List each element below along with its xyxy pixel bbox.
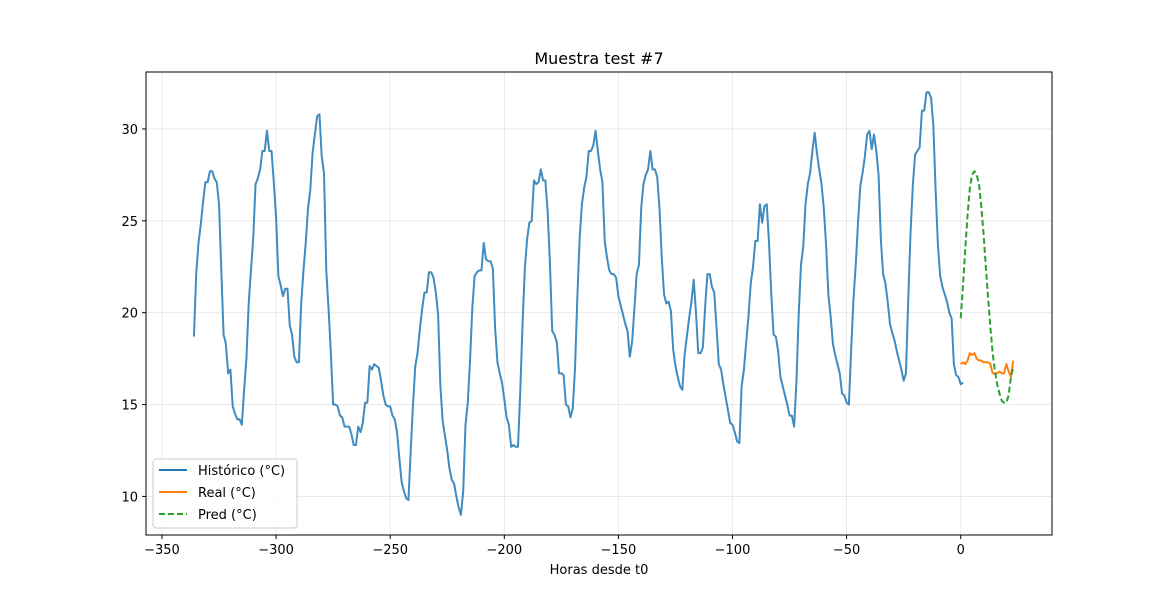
plot-area xyxy=(145,71,1053,536)
x-axis-label: Horas desde t0 xyxy=(550,563,649,578)
y-tick-label: 30 xyxy=(121,123,138,138)
x-tick-label: −200 xyxy=(486,543,522,558)
x-tick-label: 0 xyxy=(957,543,965,558)
axis-ticks: −350 −300 −250 −200 −150 −100 −50 0 10 15 20 25 30 xyxy=(121,123,964,558)
y-tick-label: 25 xyxy=(121,215,138,230)
series-pred-line xyxy=(959,170,1015,404)
series-lines xyxy=(192,91,1015,516)
y-tick-label: 15 xyxy=(121,399,138,414)
x-tick-label: −250 xyxy=(372,543,408,558)
legend: Histórico (°C) Real (°C) Pred (°C) xyxy=(152,458,298,529)
x-tick-label: −300 xyxy=(258,543,294,558)
series-historico-line xyxy=(192,91,964,516)
grid xyxy=(146,72,1052,535)
legend-label-historico: Histórico (°C) xyxy=(198,464,285,479)
series-real-line xyxy=(960,352,1015,378)
legend-label-real: Real (°C) xyxy=(198,486,256,501)
y-tick-label: 20 xyxy=(121,307,138,322)
plot-border xyxy=(145,71,1053,536)
legend-label-pred: Pred (°C) xyxy=(198,508,257,523)
x-tick-label: −350 xyxy=(144,543,180,558)
chart-title: Muestra test #7 xyxy=(534,49,663,68)
x-tick-label: −50 xyxy=(833,543,860,558)
x-tick-label: −150 xyxy=(601,543,637,558)
legend-box xyxy=(152,458,298,529)
y-tick-label: 10 xyxy=(121,490,138,505)
x-tick-label: −100 xyxy=(715,543,751,558)
